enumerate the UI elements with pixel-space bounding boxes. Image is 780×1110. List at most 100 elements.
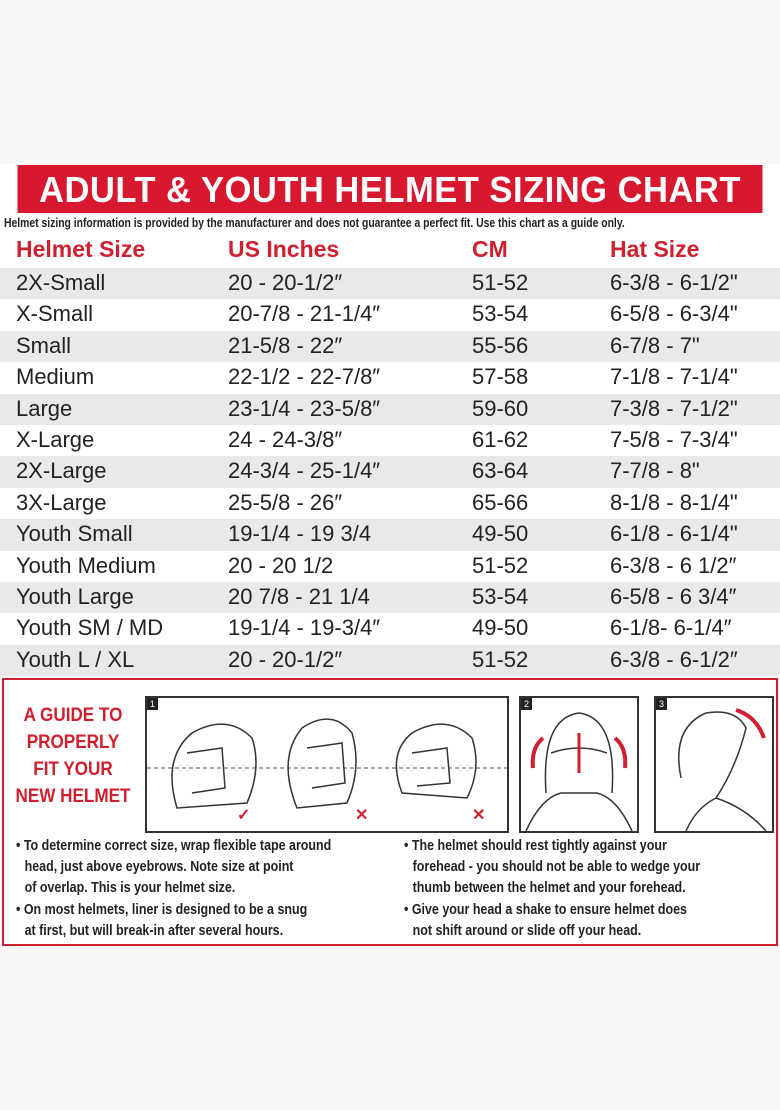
rotate-arrow-icon [530,736,545,769]
guide-bullet: • To determine correct size, wrap flexib… [16,836,331,899]
panel-number: 3 [656,698,667,710]
guide-title: A GUIDE TO PROPERLY FIT YOUR NEW HELMET [15,702,132,810]
cell-cm: 51-52 [472,552,529,578]
cell-cm: 57-58 [472,364,529,390]
bullet-line: • On most helmets, liner is designed to … [16,902,308,918]
cell-cm: 51-52 [472,646,529,672]
guide-bullet: • Give your head a shake to ensure helme… [404,900,687,942]
guide-title-line: NEW HELMET [15,786,131,807]
bullet-line: • The helmet should rest tightly against… [404,838,667,854]
cell-helmet-size: Youth Large [16,583,134,609]
cell-us-inches: 21-5/8 - 22″ [228,332,343,358]
guide-panel-3: 3 [654,696,774,833]
cell-hat-size: 7-3/8 - 7-1/2" [610,395,738,421]
bullet-line: head, just above eyebrows. Note size at … [24,859,294,875]
cell-helmet-size: 2X-Large [16,458,107,484]
cell-helmet-size: X-Small [16,301,94,327]
cell-helmet-size: Youth Small [16,521,133,547]
guide-title-line: FIT YOUR [33,759,113,780]
cell-helmet-size: Youth SM / MD [16,615,164,641]
bullet-line: forehead - you should not be able to wed… [412,859,701,875]
table-row: Youth Medium 20 - 20 1/2 51-52 6-3/8 - 6 1/… [0,551,780,582]
bullet-line: not shift around or slide off your head. [412,923,642,939]
guide-title-line: PROPERLY [26,732,120,753]
table-row: Large 23-1/4 - 23-5/8″ 59-60 7-3/8 - 7-1/2" [0,393,780,425]
helmet-icon [171,723,257,809]
cell-us-inches: 20 - 20-1/2″ [228,270,343,295]
table-row: 3X-Large 25-5/8 - 26″ 65-66 8-1/8 - 8-1/4" [0,488,780,519]
cell-helmet-size: Youth L / XL [16,646,135,672]
cell-cm: 61-62 [472,426,529,452]
disclaimer: Helmet sizing information is provided by… [4,216,625,230]
table-row: 2X-Small 20 - 20-1/2″ 51-52 6-3/8 - 6-1/2" [0,268,780,300]
header-helmet-size: Helmet Size [16,236,146,262]
fit-guide: A GUIDE TO PROPERLY FIT YOUR NEW HELMET … [2,678,778,946]
cell-hat-size: 6-5/8 - 6-3/4" [610,301,738,327]
cell-us-inches: 19-1/4 - 19-3/4″ [228,615,381,641]
cell-helmet-size: Youth Medium [16,552,156,578]
cell-cm: 59-60 [472,395,529,421]
cell-hat-size: 6-1/8- 6-1/4″ [610,615,732,641]
cell-hat-size: 6-3/8 - 6 1/2″ [610,552,737,578]
cell-hat-size: 6-3/8 - 6-1/2″ [610,646,738,672]
cell-cm: 53-54 [472,583,529,609]
table-row: Medium 22-1/2 - 22-7/8″ 57-58 7-1/8 - 7-1/4… [0,362,780,393]
helmet-icon [678,711,747,799]
helmet-side-illustration [678,708,767,832]
panel-number: 2 [521,698,532,710]
cell-hat-size: 6-5/8 - 6 3/4″ [610,583,737,609]
helmet-icon [544,712,614,794]
cell-cm: 63-64 [472,458,529,484]
cell-us-inches: 25-5/8 - 26″ [228,489,343,515]
x-icon: ✕ [472,807,485,824]
guide-bullet: • On most helmets, liner is designed to … [16,900,307,942]
arrow-icon [735,708,766,739]
cell-cm: 65-66 [472,489,529,515]
helmet-front-illustration [525,712,633,832]
cell-helmet-size: Small [16,332,72,358]
cell-us-inches: 23-1/4 - 23-5/8″ [228,395,381,421]
cell-hat-size: 6-7/8 - 7" [610,332,700,358]
table-body: 2X-Small 20 - 20-1/2″ 51-52 6-3/8 - 6-1/2" X… [0,268,780,677]
cell-hat-size: 6-1/8 - 6-1/4" [610,521,738,547]
cell-helmet-size: Large [16,395,73,421]
cell-cm: 55-56 [472,332,529,358]
guide-bullet: • The helmet should rest tightly against… [404,836,700,899]
check-icon: ✓ [237,807,250,824]
guide-panel-1: 1 ✓ ✕ ✕ [145,696,509,833]
cell-us-inches: 22-1/2 - 22-7/8″ [228,364,381,390]
cell-us-inches: 20 - 20 1/2 [228,552,334,578]
table-row: X-Large 24 - 24-3/8″ 61-62 7-5/8 - 7-3/4" [0,425,780,456]
bullet-line: thumb between the helmet and your forehe… [412,880,686,896]
bullet-line: • To determine correct size, wrap flexib… [16,838,332,854]
table-row: 2X-Large 24-3/4 - 25-1/4″ 63-64 7-7/8 - 8" [0,456,780,488]
table-header: Helmet Size US Inches CM Hat Size [0,236,780,268]
helmet-icon [395,723,477,799]
cell-us-inches: 24 - 24-3/8″ [228,426,343,452]
cell-us-inches: 20 - 20-1/2″ [228,646,343,672]
cell-us-inches: 24-3/4 - 25-1/4″ [228,458,381,484]
bullet-line: of overlap. This is your helmet size. [24,880,236,896]
guide-panel-2: 2 [519,696,639,833]
cell-hat-size: 8-1/8 - 8-1/4" [610,489,738,515]
cell-hat-size: 7-1/8 - 7-1/4" [610,364,738,390]
x-icon: ✕ [355,807,368,824]
cell-hat-size: 6-3/8 - 6-1/2" [610,270,738,295]
helmet-fit-illustration: ✓ ✕ ✕ [147,718,507,824]
helmet-icon [287,718,357,809]
chart-title: ADULT & YOUTH HELMET SIZING CHART [17,165,763,213]
header-cm: CM [472,236,508,262]
cell-helmet-size: 2X-Small [16,270,106,295]
cell-us-inches: 20 7/8 - 21 1/4 [228,583,370,609]
cell-us-inches: 20-7/8 - 21-1/4″ [228,301,381,327]
rotate-arrow-icon [613,736,628,769]
cell-helmet-size: X-Large [16,426,95,452]
sizing-chart: ADULT & YOUTH HELMET SIZING CHART Helmet… [0,164,780,946]
cell-cm: 51-52 [472,270,529,295]
cell-cm: 49-50 [472,615,529,641]
cell-cm: 53-54 [472,301,529,327]
table-row: Small 21-5/8 - 22″ 55-56 6-7/8 - 7" [0,330,780,363]
bullet-line: • Give your head a shake to ensure helme… [404,902,687,918]
panel-number: 1 [147,698,158,710]
table-row: Youth Small 19-1/4 - 19 3/4 49-50 6-1/8 - 6… [0,519,780,551]
